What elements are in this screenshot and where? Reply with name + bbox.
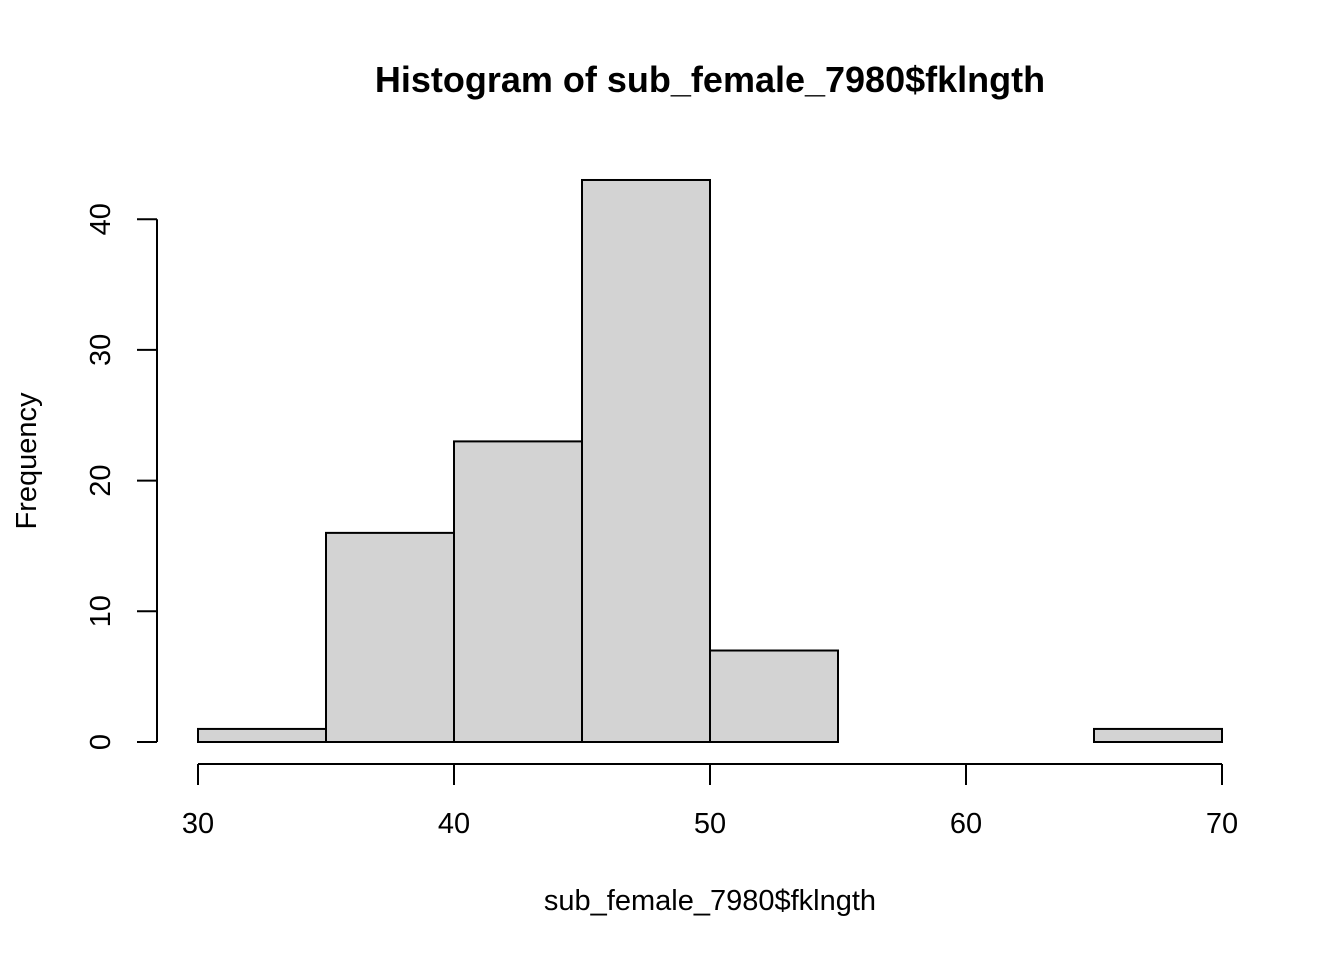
y-tick-label-0: 0 (85, 734, 117, 750)
x-tick-label-30: 30 (182, 808, 214, 840)
histogram-bar-30-35 (197, 727, 327, 743)
histogram-bar-40-45 (453, 440, 583, 743)
y-axis-label: Frequency (11, 392, 43, 530)
x-tick-label-50: 50 (694, 808, 726, 840)
x-tick-label-70: 70 (1206, 808, 1238, 840)
y-tick-label-20: 20 (85, 464, 117, 496)
histogram-bar-45-50 (581, 178, 711, 744)
y-tick-label-40: 40 (85, 203, 117, 235)
histogram-bar-35-40 (325, 531, 455, 743)
y-tick-label-10: 10 (85, 595, 117, 627)
chart-title: Histogram of sub_female_7980$fklngth (375, 59, 1045, 100)
x-tick-label-60: 60 (950, 808, 982, 840)
histogram-bars (197, 178, 1223, 744)
x-axis-label: sub_female_7980$fklngth (544, 885, 876, 917)
histogram-bar-65-70 (1093, 727, 1223, 743)
histogram-bar-50-55 (709, 649, 839, 744)
x-tick-label-40: 40 (438, 808, 470, 840)
y-tick-label-30: 30 (85, 334, 117, 366)
x-axis: 30 40 50 60 70 (182, 763, 1238, 840)
y-axis: 0 10 20 30 40 (85, 203, 158, 750)
